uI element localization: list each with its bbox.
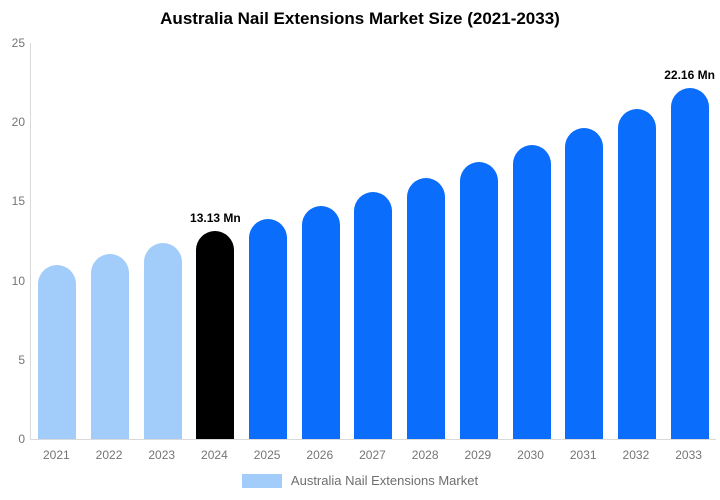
bar-slot bbox=[294, 43, 347, 439]
data-label-2033: 22.16 Mn bbox=[664, 68, 715, 82]
y-tick-label-25: 25 bbox=[11, 36, 25, 50]
bar-2022[interactable] bbox=[91, 253, 130, 439]
x-tick-label-2026: 2026 bbox=[306, 448, 334, 462]
bar-slot bbox=[136, 43, 189, 439]
plot-area: 13.13 Mn 22.16 Mn bbox=[30, 43, 716, 440]
bar-slot bbox=[242, 43, 295, 439]
y-tick-label-5: 5 bbox=[18, 352, 25, 367]
bar-2027[interactable] bbox=[354, 191, 393, 439]
legend-label: Australia Nail Extensions Market bbox=[290, 473, 479, 488]
bar-slot bbox=[505, 43, 558, 439]
x-tick-label-2032: 2032 bbox=[622, 448, 650, 462]
bar-slot bbox=[453, 43, 506, 439]
x-tick-label-2030: 2030 bbox=[517, 448, 544, 462]
y-tick-label-10: 10 bbox=[11, 273, 25, 288]
chart-title: Australia Nail Extensions Market Size (2… bbox=[160, 9, 560, 28]
x-axis-labels: 2021 2022 2023 2024 2025 2026 2027 2028 2029 2030… bbox=[30, 448, 715, 462]
legend-swatch-icon bbox=[241, 473, 282, 488]
x-tick-label-2022: 2022 bbox=[95, 448, 123, 462]
bar-2026[interactable] bbox=[301, 206, 340, 439]
x-tick-label-2021: 2021 bbox=[42, 448, 70, 462]
bar-slot: 22.16 Mn bbox=[663, 43, 716, 439]
x-tick-label-2031: 2031 bbox=[569, 448, 597, 462]
y-tick-label-0: 0 bbox=[18, 432, 25, 446]
bar-2025[interactable] bbox=[249, 218, 288, 439]
y-tick-label-20: 20 bbox=[11, 115, 25, 130]
bar-slot bbox=[400, 43, 453, 439]
x-tick-label-2027: 2027 bbox=[359, 448, 386, 462]
bar-2028[interactable] bbox=[407, 177, 446, 439]
x-tick-label-2024: 2024 bbox=[201, 448, 228, 462]
bar-slot bbox=[558, 43, 611, 439]
x-tick-label-2025: 2025 bbox=[253, 448, 281, 462]
bar-slot bbox=[611, 43, 664, 439]
bar-slot bbox=[347, 43, 400, 439]
x-tick-label-2029: 2029 bbox=[464, 448, 492, 462]
bar-slot bbox=[31, 43, 84, 439]
x-tick-label-2023: 2023 bbox=[148, 448, 176, 462]
bar-2033[interactable]: 22.16 Mn bbox=[664, 68, 715, 439]
y-tick-label-15: 15 bbox=[11, 194, 25, 209]
bar-2023[interactable] bbox=[143, 242, 182, 439]
bar-2024[interactable]: 13.13 Mn bbox=[190, 211, 241, 439]
bar-slot: 13.13 Mn bbox=[189, 43, 242, 439]
x-tick-label-2033: 2033 bbox=[675, 448, 702, 462]
bar-2032[interactable] bbox=[617, 108, 656, 439]
legend[interactable]: Australia Nail Extensions Market bbox=[0, 473, 720, 488]
x-tick-label-2028: 2028 bbox=[411, 448, 439, 462]
data-label-2024: 13.13 Mn bbox=[190, 211, 241, 226]
bar-2021[interactable] bbox=[38, 264, 77, 439]
bar-slot bbox=[84, 43, 137, 439]
bar-2030[interactable] bbox=[512, 145, 551, 439]
bar-2031[interactable] bbox=[565, 127, 604, 439]
bar-2029[interactable] bbox=[459, 161, 498, 439]
